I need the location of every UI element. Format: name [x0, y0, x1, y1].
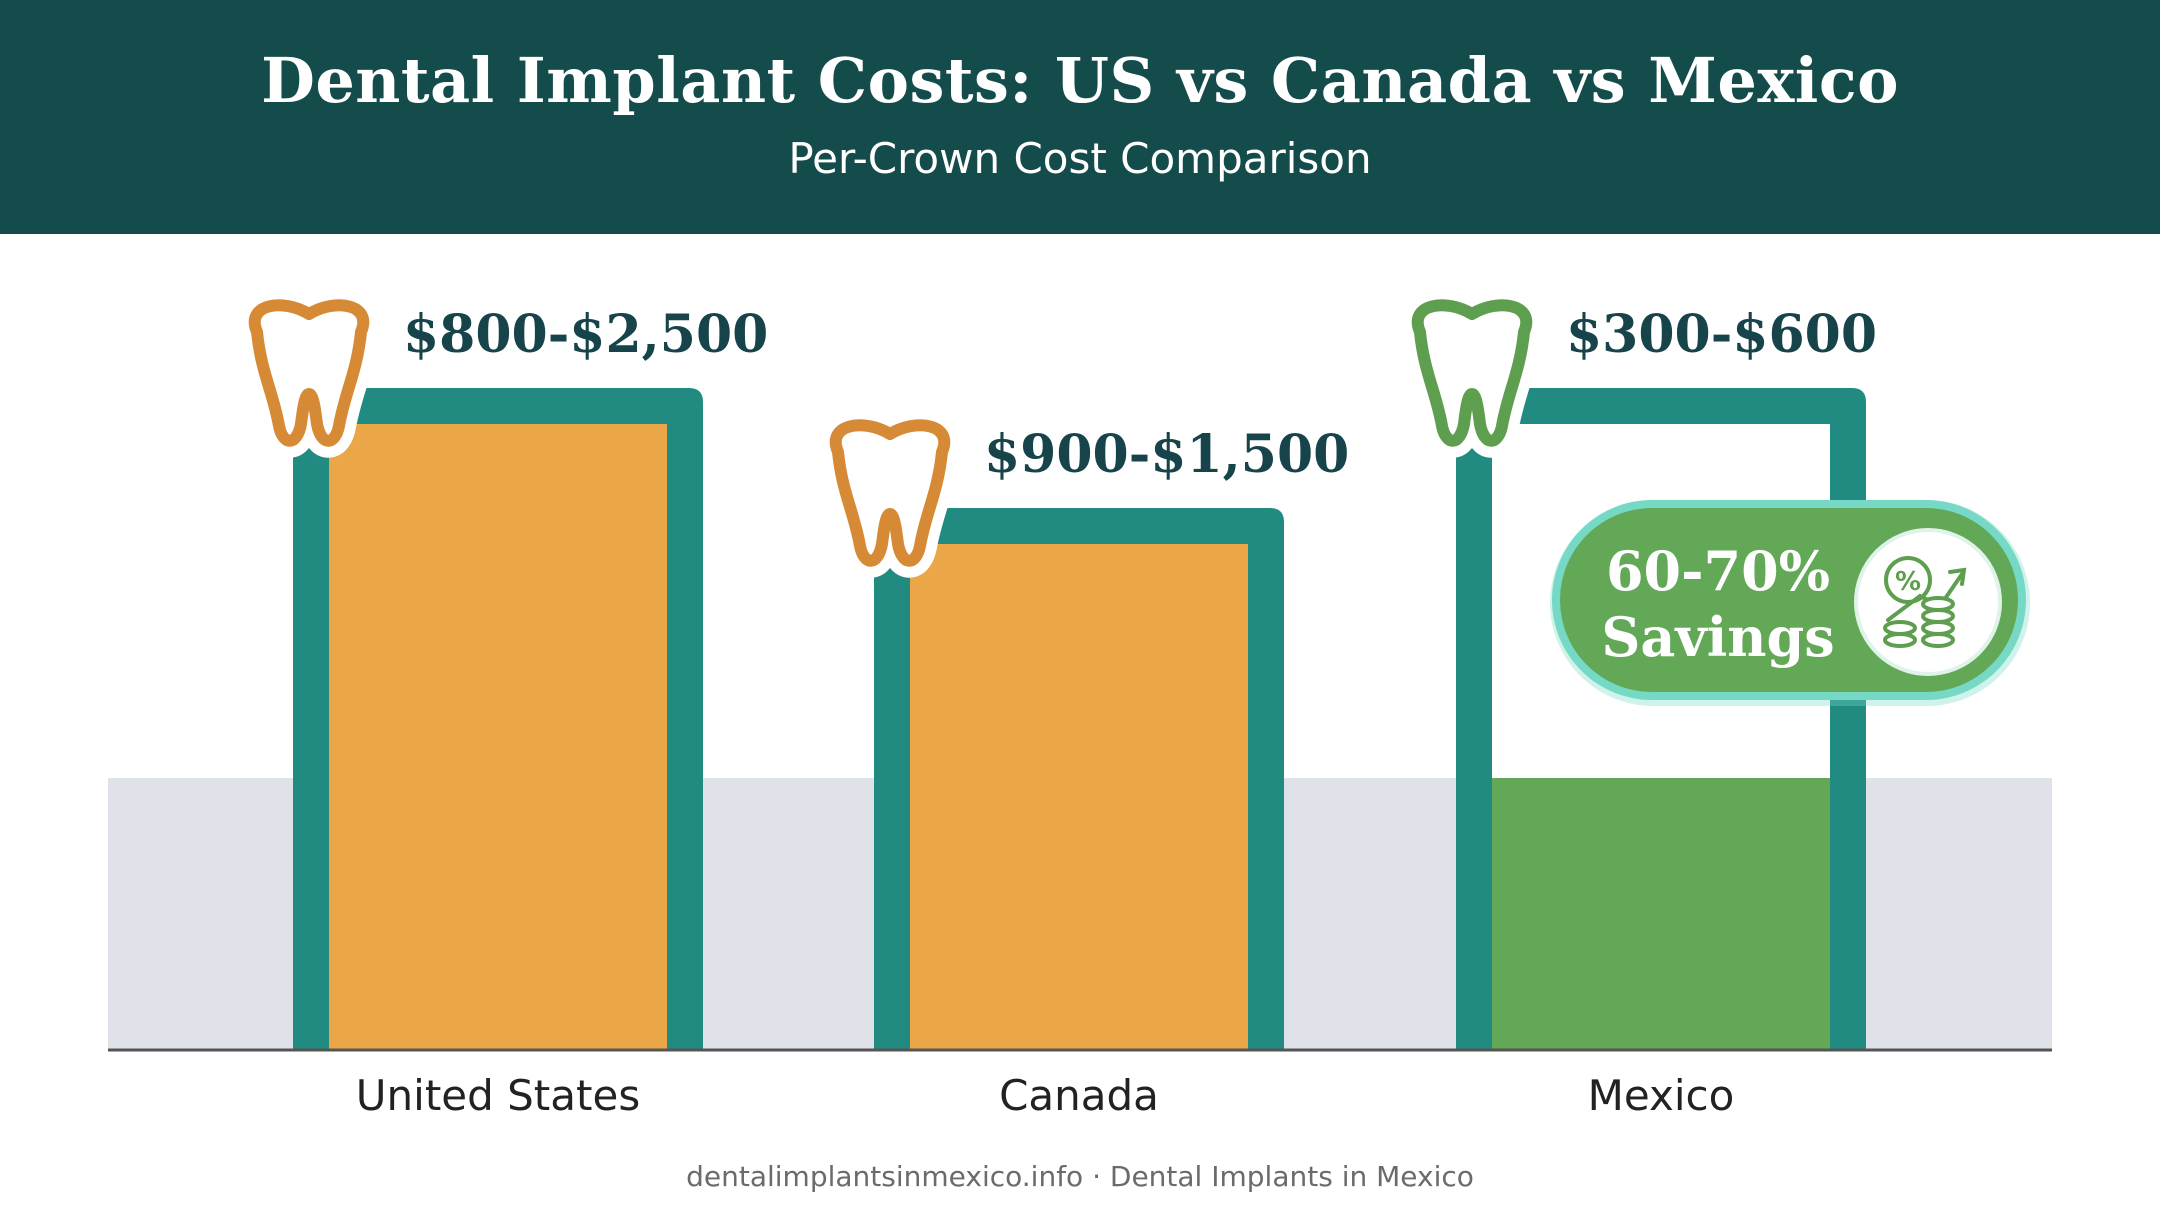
bar-value-label: $300-$600	[1566, 304, 1877, 365]
bar-value-label: $900-$1,500	[984, 424, 1349, 485]
category-label: United States	[356, 1071, 640, 1120]
bar-value-label: $800-$2,500	[403, 304, 768, 365]
tooth-icon	[1411, 299, 1533, 447]
bar-fill	[329, 424, 667, 1050]
savings-badge-text: Savings	[1601, 605, 1834, 669]
savings-coins-icon: %	[1854, 528, 2002, 676]
bar-group-canada: $900-$1,500 Canada	[818, 408, 1349, 1120]
category-label: Mexico	[1588, 1071, 1735, 1120]
category-label: Canada	[999, 1071, 1159, 1120]
footer-credit: dentalimplantsinmexico.info · Dental Imp…	[686, 1160, 1474, 1193]
chart-subtitle: Per-Crown Cost Comparison	[788, 134, 1372, 183]
chart-title: Dental Implant Costs: US vs Canada vs Me…	[261, 44, 1899, 117]
tooth-icon	[248, 299, 370, 447]
svg-text:%: %	[1895, 567, 1921, 597]
tooth-icon	[829, 419, 951, 567]
bar-fill	[1492, 778, 1830, 1050]
bar-group-united-states: $800-$2,500 United States	[237, 288, 768, 1120]
bar-group-mexico: $300-$600 Mexico	[1400, 288, 1877, 1120]
savings-badge-percent: 60-70%	[1606, 539, 1830, 603]
savings-badge: 60-70%Savings%	[1550, 500, 2030, 706]
bar-fill	[910, 544, 1248, 1050]
header-banner	[0, 0, 2160, 234]
